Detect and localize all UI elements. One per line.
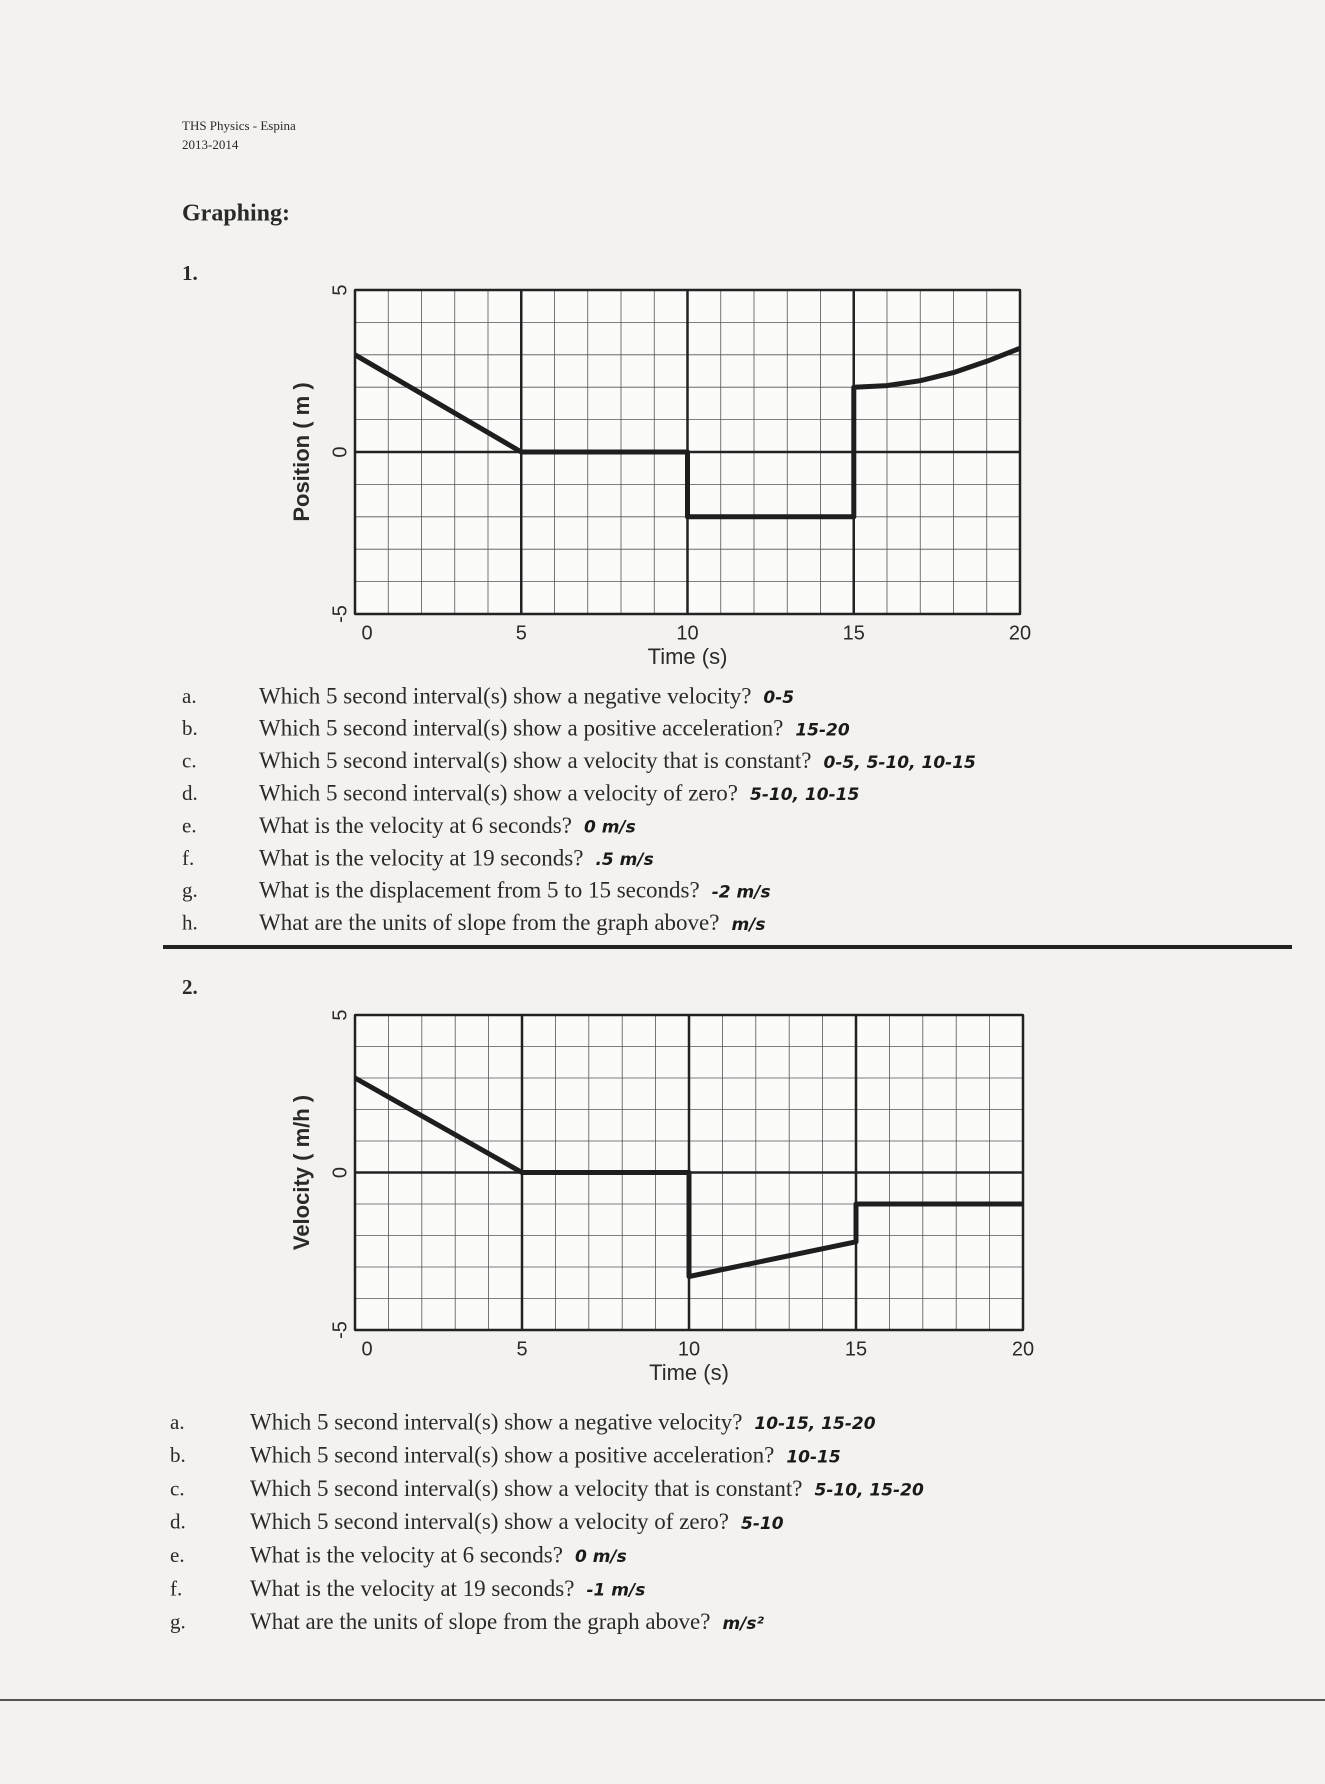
y-axis-label: Velocity ( m/h ): [289, 1095, 314, 1250]
question-letter: e.: [182, 813, 197, 837]
question-letter: c.: [182, 749, 197, 773]
question-letter: a.: [182, 684, 197, 708]
y-axis-label: Position ( m ): [289, 382, 314, 521]
handwritten-answer: 5-10, 15-20: [814, 1481, 923, 1501]
handwritten-answer: 0 m/s: [575, 1547, 627, 1567]
handwritten-answer: 5-10, 10-15: [750, 785, 859, 805]
handwritten-answer: 10-15: [786, 1447, 840, 1467]
question-letter: b.: [182, 716, 198, 740]
question-letter: f.: [170, 1576, 182, 1600]
y-tick-label: 5: [329, 1009, 351, 1020]
handwritten-answer: m/s: [731, 915, 765, 935]
handwritten-answer: 0-5: [763, 688, 794, 708]
handwritten-answer: .5 m/s: [595, 850, 653, 870]
question-text: What is the velocity at 6 seconds?: [259, 813, 572, 838]
x-axis-label: Time (s): [648, 644, 728, 669]
question-letter: c.: [170, 1476, 185, 1500]
question-letter: h.: [182, 911, 198, 935]
handwritten-answer: 0 m/s: [584, 818, 636, 838]
section-number: 2.: [182, 975, 198, 999]
handwritten-answer: 10-15, 15-20: [754, 1414, 875, 1434]
heading: Graphing:: [182, 201, 290, 227]
question-letter: b.: [170, 1443, 186, 1467]
question-text: What is the velocity at 19 seconds?: [250, 1576, 574, 1601]
question-letter: g.: [170, 1610, 186, 1634]
question-text: What are the units of slope from the gra…: [250, 1609, 710, 1634]
question-text: Which 5 second interval(s) show a positi…: [250, 1443, 774, 1468]
worksheet: THS Physics - Espina 2013-2014 Graphing:…: [0, 0, 1325, 1784]
question-text: What is the velocity at 6 seconds?: [250, 1542, 563, 1567]
x-tick-label: 0: [361, 1338, 372, 1360]
question-text: Which 5 second interval(s) show a veloci…: [259, 780, 738, 805]
question-text: Which 5 second interval(s) show a veloci…: [259, 748, 811, 773]
y-tick-label: 0: [329, 446, 351, 457]
course: THS Physics - Espina: [182, 118, 296, 133]
x-axis-label: Time (s): [649, 1360, 729, 1385]
handwritten-answer: 15-20: [795, 720, 850, 740]
question-letter: d.: [170, 1510, 186, 1534]
x-tick-label: 15: [845, 1338, 867, 1360]
question-text: Which 5 second interval(s) show a positi…: [259, 716, 783, 741]
question-letter: g.: [182, 878, 198, 902]
y-tick-label: -5: [329, 1321, 351, 1339]
y-tick-label: 5: [329, 284, 351, 295]
x-tick-label: 0: [361, 622, 372, 644]
x-tick-label: 20: [1012, 1338, 1034, 1360]
question-text: What are the units of slope from the gra…: [259, 910, 719, 935]
y-tick-label: -5: [329, 605, 351, 623]
question-text: Which 5 second interval(s) show a veloci…: [250, 1476, 802, 1501]
y-tick-label: 0: [329, 1167, 351, 1178]
question-text: Which 5 second interval(s) show a negati…: [250, 1409, 742, 1434]
question-letter: a.: [170, 1410, 185, 1434]
x-tick-label: 10: [678, 1338, 700, 1360]
question-text: What is the displacement from 5 to 15 se…: [259, 878, 700, 903]
handwritten-answer: -2 m/s: [712, 882, 771, 902]
handwritten-answer: 5-10: [741, 1514, 784, 1534]
question-text: Which 5 second interval(s) show a negati…: [259, 683, 751, 708]
handwritten-answer: -1 m/s: [586, 1581, 645, 1601]
x-tick-label: 10: [676, 622, 698, 644]
x-tick-label: 5: [516, 622, 527, 644]
question-letter: f.: [182, 846, 194, 870]
x-tick-label: 15: [843, 622, 865, 644]
question-letter: d.: [182, 781, 198, 805]
handwritten-answer: m/s²: [722, 1614, 764, 1634]
x-tick-label: 20: [1009, 622, 1031, 644]
x-tick-label: 5: [516, 1338, 527, 1360]
section-number: 1.: [182, 261, 198, 285]
question-text: Which 5 second interval(s) show a veloci…: [250, 1509, 729, 1534]
question-letter: e.: [170, 1543, 185, 1567]
handwritten-answer: 0-5, 5-10, 10-15: [823, 753, 975, 773]
year: 2013-2014: [182, 137, 239, 152]
question-text: What is the velocity at 19 seconds?: [259, 845, 583, 870]
